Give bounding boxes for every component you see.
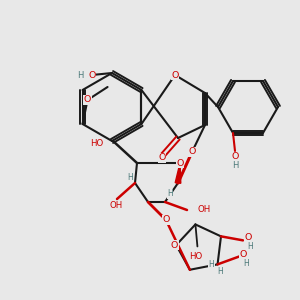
Text: H: H xyxy=(167,190,173,199)
Text: O: O xyxy=(244,233,252,242)
Text: O: O xyxy=(171,70,179,80)
Text: O: O xyxy=(162,215,170,224)
Text: H: H xyxy=(247,242,253,251)
Text: O: O xyxy=(170,241,178,250)
Text: O: O xyxy=(88,70,96,80)
Text: HO: HO xyxy=(90,139,103,148)
Text: O: O xyxy=(84,95,91,104)
Text: H: H xyxy=(77,70,83,80)
Text: H: H xyxy=(244,259,249,268)
Text: H: H xyxy=(127,172,133,182)
Text: O: O xyxy=(240,250,247,259)
Polygon shape xyxy=(175,163,181,183)
Text: H: H xyxy=(218,267,224,276)
Text: H: H xyxy=(232,161,238,170)
Text: H: H xyxy=(208,260,214,269)
Text: O: O xyxy=(231,152,239,161)
Text: HO: HO xyxy=(189,252,202,261)
Text: O: O xyxy=(176,158,184,167)
Text: O: O xyxy=(188,148,196,157)
Text: OH: OH xyxy=(197,206,210,214)
Text: O: O xyxy=(158,154,166,163)
Text: OH: OH xyxy=(110,202,123,211)
